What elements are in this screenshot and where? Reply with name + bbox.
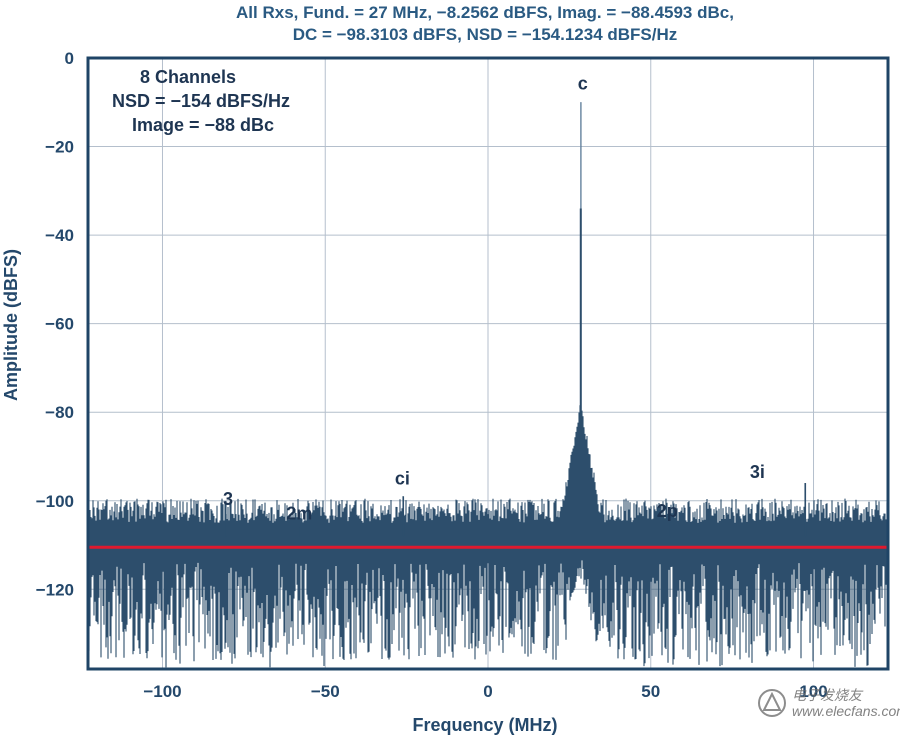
y-tick-label: −60 — [45, 315, 74, 334]
y-tick-label: −20 — [45, 138, 74, 157]
watermark-cn: 电子发烧友 — [792, 687, 864, 703]
annotation-nsd: NSD = −154 dBFS/Hz — [112, 91, 290, 111]
watermark: 电子发烧友 www.elecfans.com — [758, 687, 900, 719]
spectrum-trace — [88, 102, 888, 668]
watermark-url: www.elecfans.com — [792, 703, 900, 719]
marker-label-2p: 2p — [657, 501, 678, 521]
marker-label-3i: 3i — [750, 462, 765, 482]
x-tick-label: −100 — [143, 682, 181, 701]
marker-label-ci: ci — [395, 468, 410, 488]
y-axis-label: Amplitude (dBFS) — [1, 249, 21, 401]
annotation-image: Image = −88 dBc — [132, 115, 274, 135]
annotation-box: 8 Channels NSD = −154 dBFS/Hz Image = −8… — [112, 67, 290, 135]
plot-frame — [86, 56, 890, 671]
chart-title: All Rxs, Fund. = 27 MHz, −8.2562 dBFS, I… — [236, 3, 734, 22]
x-tick-label: 0 — [483, 682, 492, 701]
x-axis-label: Frequency (MHz) — [412, 715, 557, 735]
annotation-channels: 8 Channels — [140, 67, 236, 87]
x-tick-label: 50 — [641, 682, 660, 701]
y-tick-label: −120 — [36, 580, 74, 599]
chart-subtitle: DC = −98.3103 dBFS, NSD = −154.1234 dBFS… — [293, 25, 678, 44]
watermark-logo-mark — [762, 691, 782, 711]
y-tick-label: −100 — [36, 492, 74, 511]
x-tick-label: −50 — [311, 682, 340, 701]
y-tick-label: −80 — [45, 403, 74, 422]
spur-markers: c 3 2m ci 2p 3i — [223, 73, 765, 523]
chart-title-group: All Rxs, Fund. = 27 MHz, −8.2562 dBFS, I… — [236, 3, 734, 44]
x-tick-labels: −100 −50 0 50 100 — [143, 682, 827, 701]
y-tick-label: 0 — [65, 49, 74, 68]
watermark-logo-icon — [758, 689, 786, 717]
y-tick-labels: 0 −20 −40 −60 −80 −100 −120 — [36, 49, 74, 599]
marker-label-2m: 2m — [286, 503, 312, 523]
marker-label-c: c — [578, 73, 588, 93]
x-tick-label: 100 — [799, 682, 827, 701]
y-tick-label: −40 — [45, 226, 74, 245]
marker-label-3: 3 — [223, 489, 233, 509]
